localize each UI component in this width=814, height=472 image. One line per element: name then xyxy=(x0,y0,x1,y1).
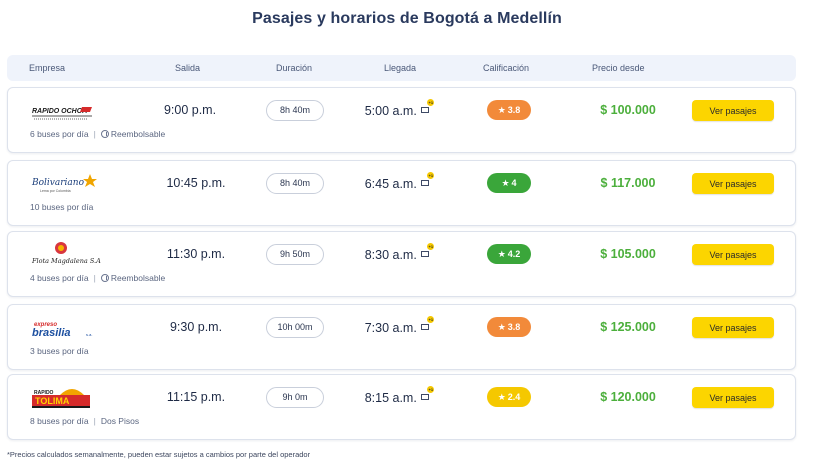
duration-badge: 9h 50m xyxy=(266,244,324,265)
rating-badge: ★ 4 xyxy=(487,173,531,193)
price: $ 125.000 xyxy=(600,320,656,334)
duration-badge: 9h 0m xyxy=(266,387,324,408)
ver-pasajes-button[interactable]: Ver pasajes xyxy=(692,173,774,194)
price: $ 105.000 xyxy=(600,247,656,261)
rapido-tolima-logo: RAPIDO TOLIMA xyxy=(32,389,90,408)
header-rating: Calificación xyxy=(483,63,530,73)
arrival-time: 8:15 a.m. +1 xyxy=(364,386,435,405)
trip-subinfo: 10 buses por día xyxy=(30,202,94,212)
rating-badge: ★ 3.8 xyxy=(487,100,531,120)
svg-text:Bolivariano: Bolivariano xyxy=(31,178,85,188)
star-icon: ★ xyxy=(497,105,506,115)
header-arrival: Llegada xyxy=(384,63,417,73)
svg-text:TOLIMA: TOLIMA xyxy=(35,396,70,406)
star-icon: ★ xyxy=(501,178,510,188)
trip-row[interactable]: RAPIDO TOLIMA 8 buses por día | Dos Pisos … xyxy=(7,374,796,440)
svg-text:brasilia: brasilia xyxy=(32,327,71,339)
header-company: Empresa xyxy=(29,63,66,73)
svg-text:expreso: expreso xyxy=(34,322,57,328)
ver-pasajes-button[interactable]: Ver pasajes xyxy=(692,387,774,408)
header-duration: Duración xyxy=(276,63,313,73)
plus-one-day-icon: +1 xyxy=(421,99,435,113)
star-icon: ★ xyxy=(497,322,506,332)
svg-text:s.a.: s.a. xyxy=(86,332,92,337)
star-icon: ★ xyxy=(497,249,506,259)
svg-text:RAPIDO OCHOA: RAPIDO OCHOA xyxy=(32,108,87,115)
bolivariano-logo: Bolivariano Lema por Colombia xyxy=(31,174,97,193)
svg-text:Lema por Colombia: Lema por Colombia xyxy=(40,189,71,193)
header-price: Precio desde xyxy=(592,63,645,73)
trip-subinfo: 6 buses por día | Reembolsable xyxy=(30,129,166,139)
rating-badge: ★ 2.4 xyxy=(487,387,531,407)
rating-badge: ★ 3.8 xyxy=(487,317,531,337)
arrival-time: 5:00 a.m. +1 xyxy=(364,99,435,118)
duration-badge: 8h 40m xyxy=(266,173,324,194)
price: $ 100.000 xyxy=(600,103,656,117)
table-header: Empresa Salida Duración Llegada Califica… xyxy=(7,55,796,81)
departure-time: 10:45 p.m. xyxy=(166,176,226,190)
price: $ 117.000 xyxy=(600,176,656,190)
ver-pasajes-button[interactable]: Ver pasajes xyxy=(692,244,774,265)
trip-row[interactable]: Flota Magdalena S.A 4 buses por día | Reem… xyxy=(7,231,796,297)
departure-time: 11:30 p.m. xyxy=(166,247,226,261)
price: $ 120.000 xyxy=(600,390,656,404)
duration-badge: 8h 40m xyxy=(266,100,324,121)
plus-one-day-icon: +1 xyxy=(421,172,435,186)
trip-row[interactable]: Bolivariano Lema por Colombia 10 buses p… xyxy=(7,160,796,226)
expreso-brasilia-logo: expreso brasilia s.a. xyxy=(32,322,92,339)
departure-time: 9:30 p.m. xyxy=(169,320,223,334)
refund-icon xyxy=(100,130,109,138)
rating-badge: ★ 4.2 xyxy=(487,244,531,264)
star-icon: ★ xyxy=(497,392,506,402)
departure-time: 11:15 p.m. xyxy=(166,390,226,404)
departure-time: 9:00 p.m. xyxy=(163,103,217,117)
ver-pasajes-button[interactable]: Ver pasajes xyxy=(692,100,774,121)
trip-subinfo: 8 buses por día | Dos Pisos xyxy=(30,416,140,426)
trip-subinfo: 4 buses por día | Reembolsable xyxy=(30,273,166,283)
refund-icon xyxy=(100,274,109,282)
svg-text:RAPIDO: RAPIDO xyxy=(34,390,54,396)
plus-one-day-icon: +1 xyxy=(421,316,435,330)
ver-pasajes-button[interactable]: Ver pasajes xyxy=(692,317,774,338)
svg-text:Flota Magdalena S.A: Flota Magdalena S.A xyxy=(31,257,101,265)
plus-one-day-icon: +1 xyxy=(421,386,435,400)
header-departure: Salida xyxy=(175,63,201,73)
price-footnote: *Precios calculados semanalmente, pueden… xyxy=(7,450,311,459)
arrival-time: 7:30 a.m. +1 xyxy=(364,316,435,335)
arrival-time: 8:30 a.m. +1 xyxy=(364,243,435,262)
arrival-time: 6:45 a.m. +1 xyxy=(364,172,435,191)
trip-row[interactable]: expreso brasilia s.a. 3 buses por día 9:… xyxy=(7,304,796,370)
page-title: Pasajes y horarios de Bogotá a Medellín xyxy=(252,10,562,27)
trip-row[interactable]: RAPIDO OCHOA 6 buses por día | Reembolsabl… xyxy=(7,87,796,153)
duration-badge: 10h 00m xyxy=(266,317,324,338)
flota-magdalena-logo: Flota Magdalena S.A xyxy=(31,242,101,265)
trip-subinfo: 3 buses por día xyxy=(30,346,89,356)
rapido-ochoa-logo: RAPIDO OCHOA xyxy=(32,107,92,120)
plus-one-day-icon: +1 xyxy=(421,243,435,257)
